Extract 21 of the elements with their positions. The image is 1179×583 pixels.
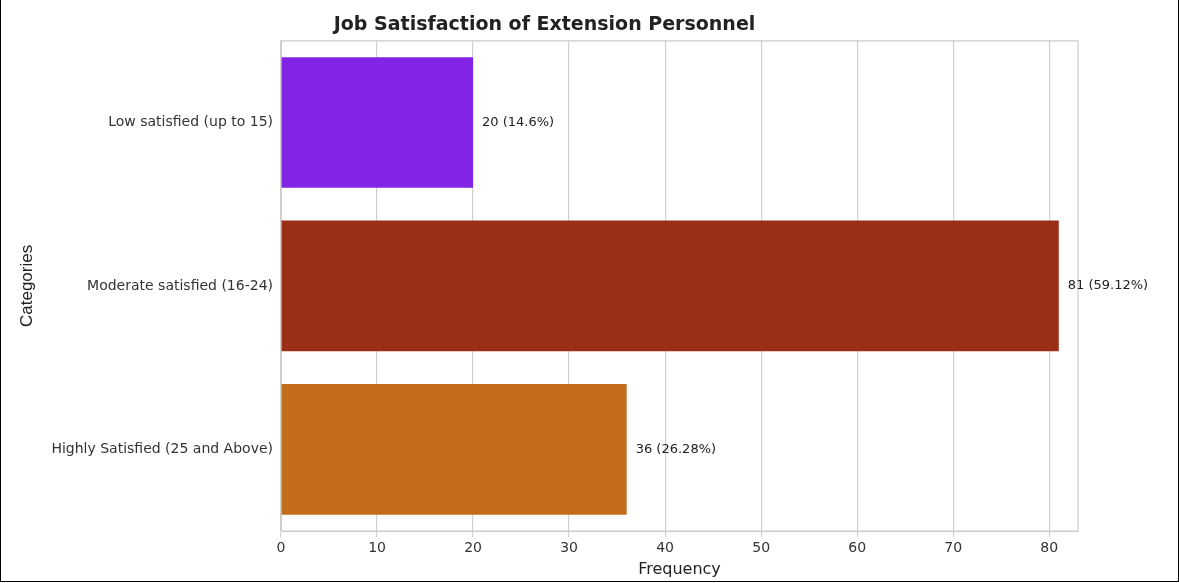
bar: [281, 57, 474, 188]
x-tick-label: 0: [276, 539, 286, 556]
bar: [281, 220, 1059, 352]
y-axis-title: Categories: [16, 244, 36, 328]
data-label: 36 (26.28%): [635, 440, 717, 456]
x-tick-label: 70: [944, 539, 963, 556]
x-tick-label: 20: [464, 539, 482, 556]
data-label: 81 (59.12%): [1067, 277, 1149, 293]
data-label: 20 (14.6%): [482, 113, 555, 129]
x-tick-label: 30: [560, 539, 578, 556]
y-tick-label: Moderate satisfied (16-24): [87, 276, 274, 293]
x-tick-label: 10: [368, 539, 386, 556]
x-tick-label: 40: [656, 539, 675, 556]
chart-title: Job Satisfaction of Extension Personnel: [331, 12, 756, 35]
y-tick-label: Highly Satisfied (25 and Above): [51, 439, 274, 456]
x-tick-label: 80: [1040, 539, 1059, 556]
x-tick-label: 50: [752, 539, 771, 556]
bar: [281, 383, 627, 515]
x-axis-title: Frequency: [638, 558, 721, 578]
y-tick-label: Low satisfied (up to 15): [108, 113, 274, 130]
x-tick-label: 60: [848, 539, 867, 556]
